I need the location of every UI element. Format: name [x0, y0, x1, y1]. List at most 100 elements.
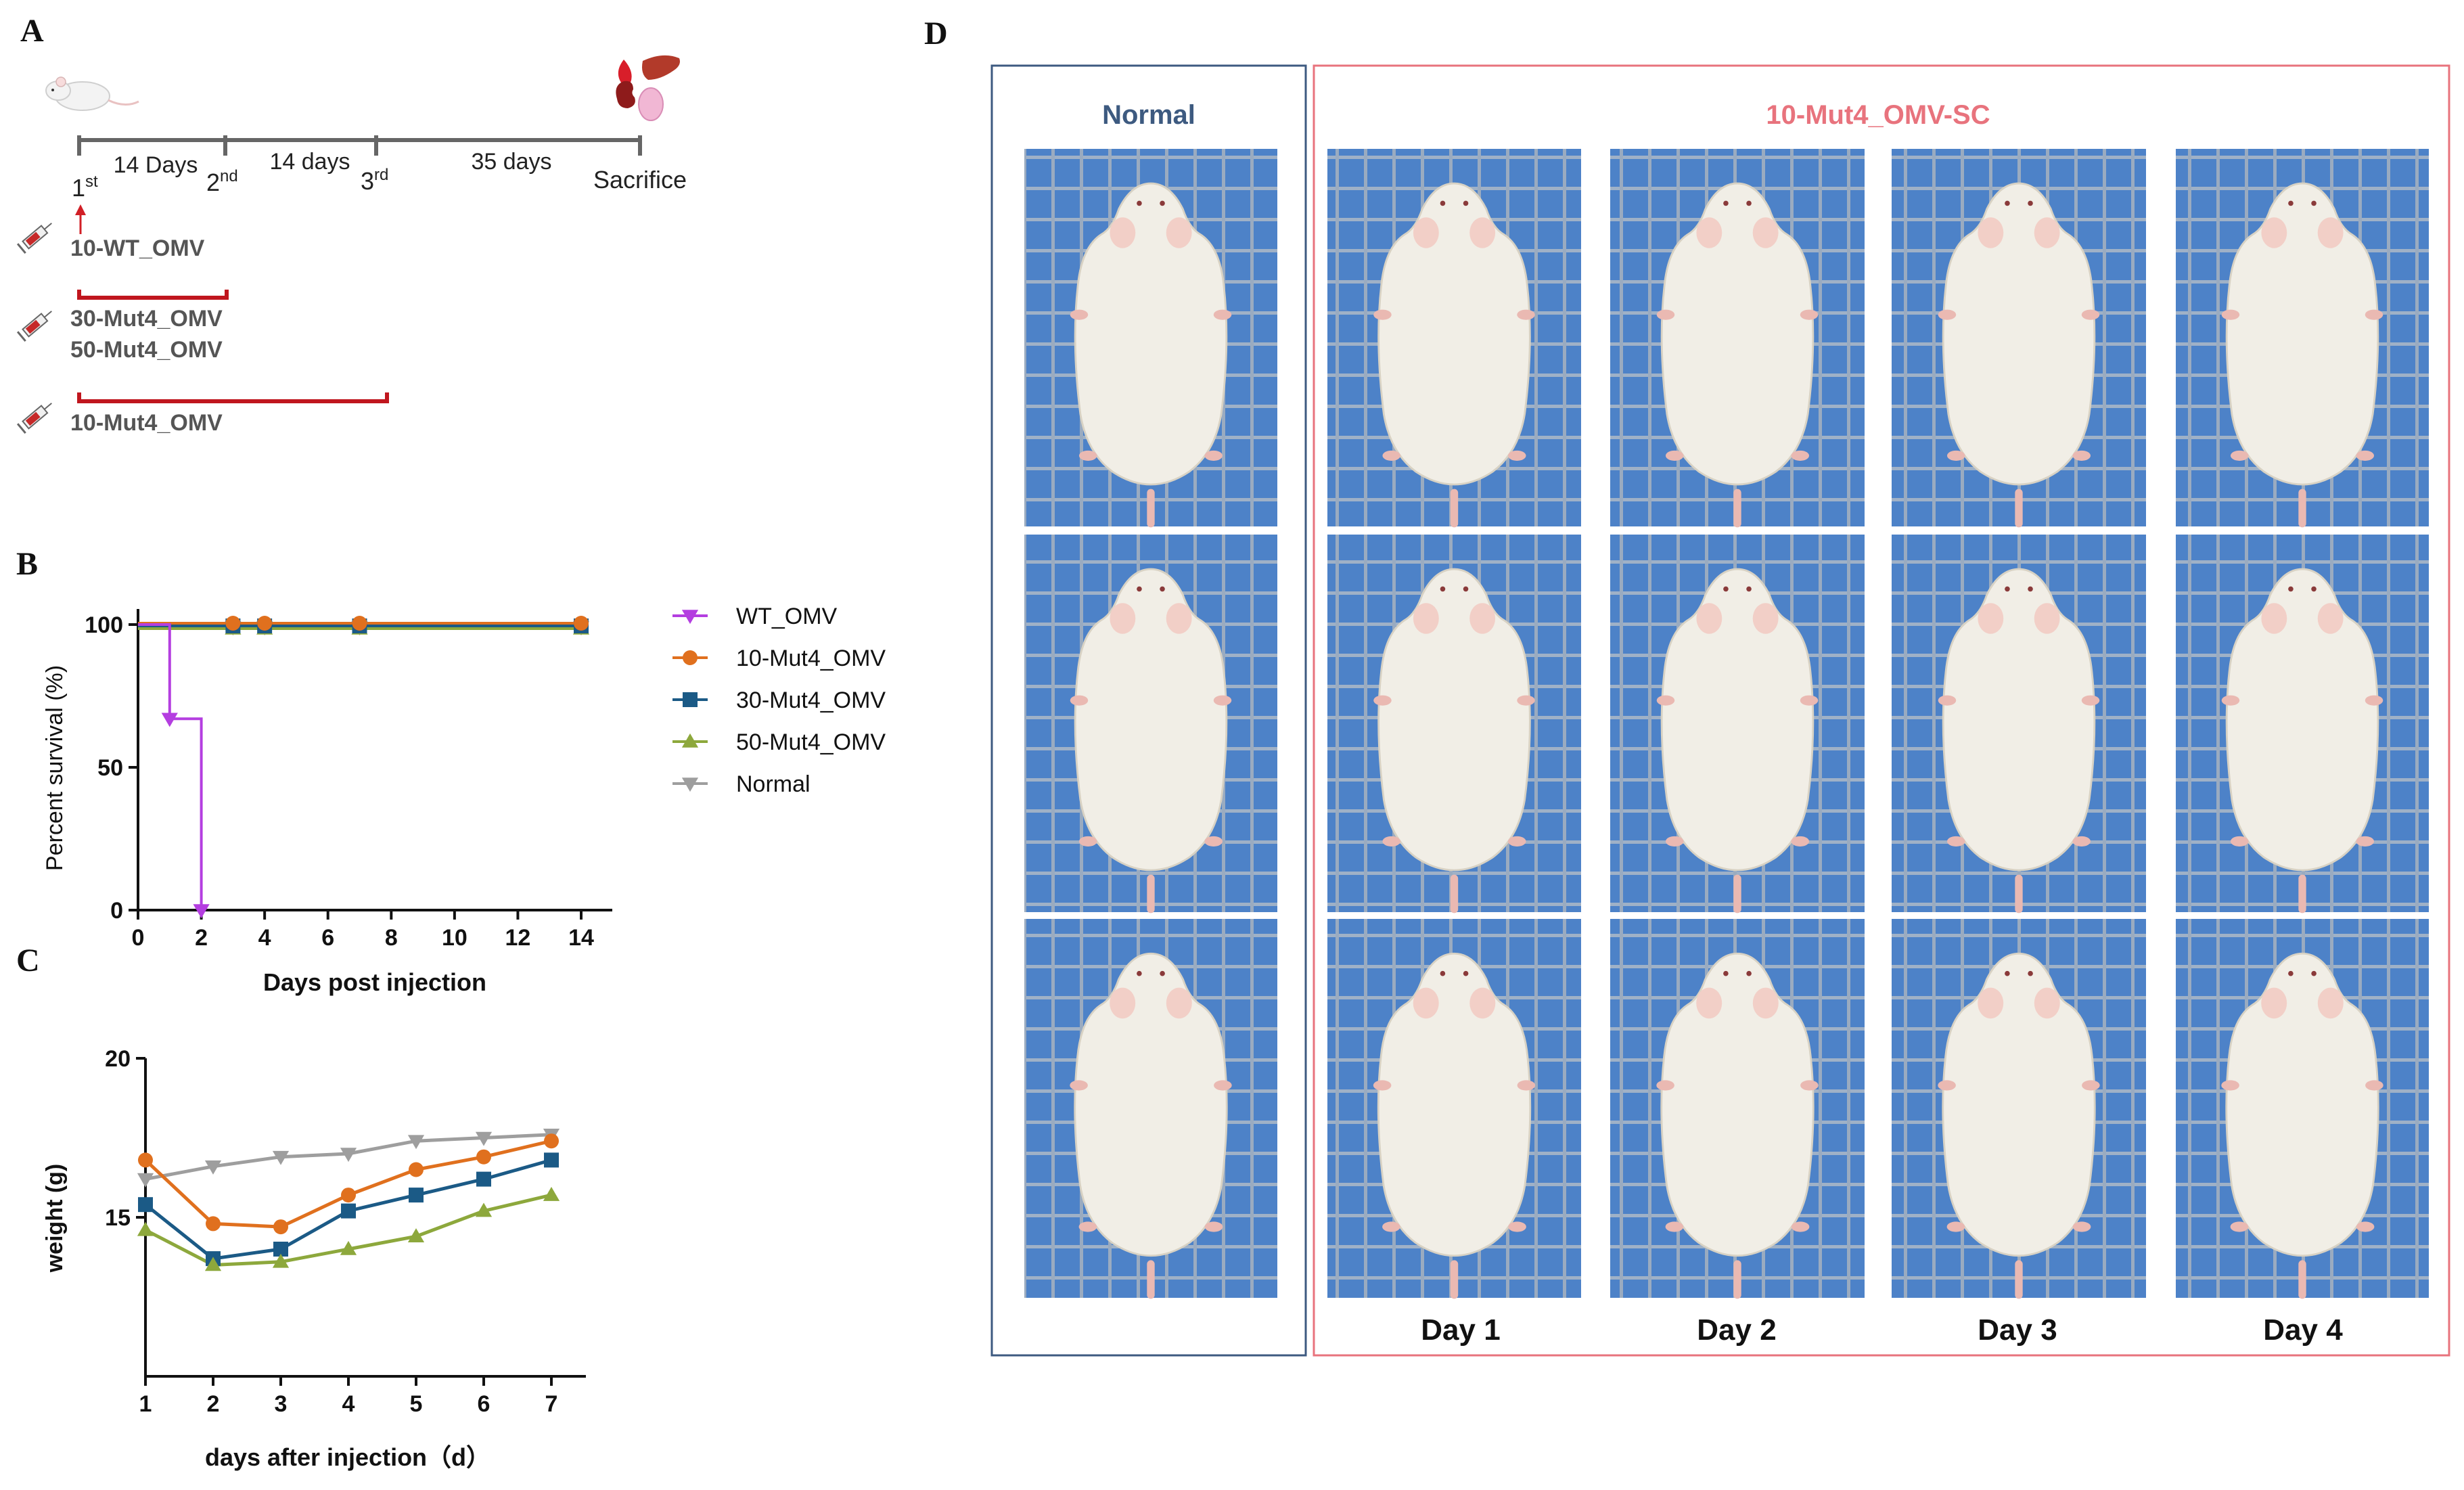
legend-label: WT_OMV — [736, 604, 838, 629]
heart-icon — [618, 60, 632, 85]
weight-point-normal — [204, 1160, 222, 1175]
day-label-1: Day 1 — [1421, 1313, 1500, 1347]
syringe-icon — [16, 311, 52, 342]
survival-point-wt-omv — [193, 904, 210, 919]
survival-x-tick-label: 8 — [385, 925, 398, 951]
weight-y-label: weight (g) — [42, 1164, 68, 1273]
survival-x-tick-label: 0 — [132, 925, 145, 951]
normal-group-title: Normal — [1102, 100, 1195, 130]
weight-x-tick-label: 7 — [545, 1391, 558, 1417]
spleen-icon — [638, 87, 664, 121]
syringe-icon — [16, 403, 52, 434]
survival-point-10-mut4-omv — [352, 616, 367, 631]
legend-label: 10-Mut4_OMV — [736, 646, 886, 671]
mouse-photo-day-4-2 — [2176, 535, 2429, 914]
interval-label-1: 14 Days — [114, 152, 198, 178]
syringe-icon — [16, 223, 52, 254]
mouse-photo-normal-2 — [1024, 535, 1277, 914]
weight-point-30-mut4-omv — [273, 1242, 288, 1257]
panel-label-b: B — [16, 546, 39, 582]
weight-y-tick-label: 15 — [105, 1205, 131, 1231]
weight-point-50-mut4-omv — [137, 1221, 154, 1236]
kidney-icon — [616, 81, 635, 108]
weight-point-30-mut4-omv — [341, 1203, 356, 1219]
legend-entry: Normal — [672, 771, 811, 797]
schedule-panel: 14 Days 14 days 35 days 1st 2nd 3rd Sacr… — [16, 55, 687, 436]
weight-point-10-mut4-omv — [138, 1152, 153, 1168]
weight-point-10-mut4-omv — [544, 1133, 559, 1149]
weight-point-normal — [137, 1173, 154, 1188]
weight-x-label: days after injection（d） — [205, 1443, 490, 1471]
interval-label-2: 14 days — [269, 149, 350, 175]
injection-label-2: 2nd — [206, 167, 238, 196]
weight-point-50-mut4-omv — [340, 1240, 357, 1255]
weight-x-tick-label: 4 — [342, 1391, 355, 1417]
weight-point-normal — [272, 1150, 290, 1165]
weight-point-10-mut4-omv — [409, 1162, 424, 1177]
survival-x-tick-label: 6 — [321, 925, 334, 951]
treated-group-title: 10-Mut4_OMV-SC — [1766, 100, 1990, 130]
legend-marker — [681, 733, 699, 748]
mouse-photo-day-1-1 — [1327, 149, 1581, 528]
weight-point-50-mut4-omv — [204, 1257, 222, 1271]
interval-label-3: 35 days — [471, 149, 551, 175]
panel-label-d: D — [924, 16, 948, 51]
normal-group-frame — [990, 64, 1307, 1357]
panel-label-c: C — [16, 943, 40, 978]
weight-x-tick-label: 2 — [207, 1391, 220, 1417]
weight-point-50-mut4-omv — [475, 1202, 493, 1217]
weight-point-30-mut4-omv — [409, 1188, 424, 1203]
weight-point-10-mut4-omv — [206, 1216, 221, 1232]
legend-label: 30-Mut4_OMV — [736, 687, 886, 713]
survival-y-tick-label: 100 — [85, 612, 123, 638]
group-label-10: 10-Mut4_OMV — [70, 410, 223, 436]
legend-entry: 10-Mut4_OMV — [672, 646, 886, 671]
legend-entry: 30-Mut4_OMV — [672, 687, 886, 713]
survival-chart: 0 2 4 6 8 10 12 14 0 50 100 Days post injection Pe… — [42, 604, 886, 996]
injection-label-1: 1st — [72, 173, 98, 202]
mouse-photo-day-3-2 — [1892, 535, 2146, 914]
legend-marker — [681, 610, 699, 625]
mouse-photo-day-1-2 — [1327, 535, 1581, 914]
mouse-photo-normal-1 — [1024, 149, 1277, 528]
survival-y-tick-label: 0 — [110, 898, 123, 924]
survival-x-tick-label: 10 — [442, 925, 467, 951]
weight-point-50-mut4-omv — [543, 1187, 560, 1201]
weight-point-50-mut4-omv — [272, 1253, 290, 1268]
survival-x-tick-label: 2 — [195, 925, 208, 951]
mouse-photo-day-3-1 — [1892, 149, 2146, 528]
group-label-30: 30-Mut4_OMV — [70, 306, 223, 332]
group-label-50: 50-Mut4_OMV — [70, 337, 223, 363]
weight-point-normal — [407, 1135, 425, 1150]
weight-x-tick-label: 5 — [410, 1391, 423, 1417]
liver-icon — [642, 55, 680, 80]
weight-x-tick-label: 1 — [139, 1391, 152, 1417]
survival-x-tick-label: 12 — [505, 925, 531, 951]
mouse-photo-day-2-3 — [1610, 919, 1865, 1300]
day-label-4: Day 4 — [2263, 1313, 2343, 1347]
weight-point-10-mut4-omv — [476, 1149, 491, 1165]
weight-x-tick-label: 6 — [478, 1391, 490, 1417]
survival-point-10-mut4-omv — [225, 616, 241, 631]
dosing-bracket-2 — [77, 290, 229, 300]
survival-y-tick-label: 50 — [97, 755, 123, 781]
treated-group-frame — [1313, 64, 2450, 1357]
survival-point-10-mut4-omv — [257, 616, 273, 631]
survival-x-label: Days post injection — [263, 968, 486, 996]
weight-point-normal — [340, 1148, 357, 1162]
survival-point-wt-omv — [161, 713, 178, 727]
mouse-photo-day-3-3 — [1892, 919, 2146, 1300]
survival-point-10-mut4-omv — [574, 616, 589, 631]
mouse-photo-normal-3 — [1024, 919, 1277, 1300]
first-dose-arrow — [75, 204, 86, 234]
legend-marker — [681, 777, 699, 792]
weight-y-tick-label: 20 — [105, 1046, 131, 1072]
legend-marker — [683, 692, 698, 707]
photo-panel: Normal 10-Mut4_OMV-SC Day 1 Day 2 Day 3 … — [990, 64, 2450, 1357]
mouse-icon — [45, 76, 139, 111]
sacrifice-label: Sacrifice — [593, 166, 687, 194]
survival-y-label: Percent survival (%) — [42, 665, 68, 871]
day-label-2: Day 2 — [1697, 1313, 1776, 1347]
survival-line-wt-omv — [138, 623, 203, 910]
legend-label: 50-Mut4_OMV — [736, 729, 886, 755]
